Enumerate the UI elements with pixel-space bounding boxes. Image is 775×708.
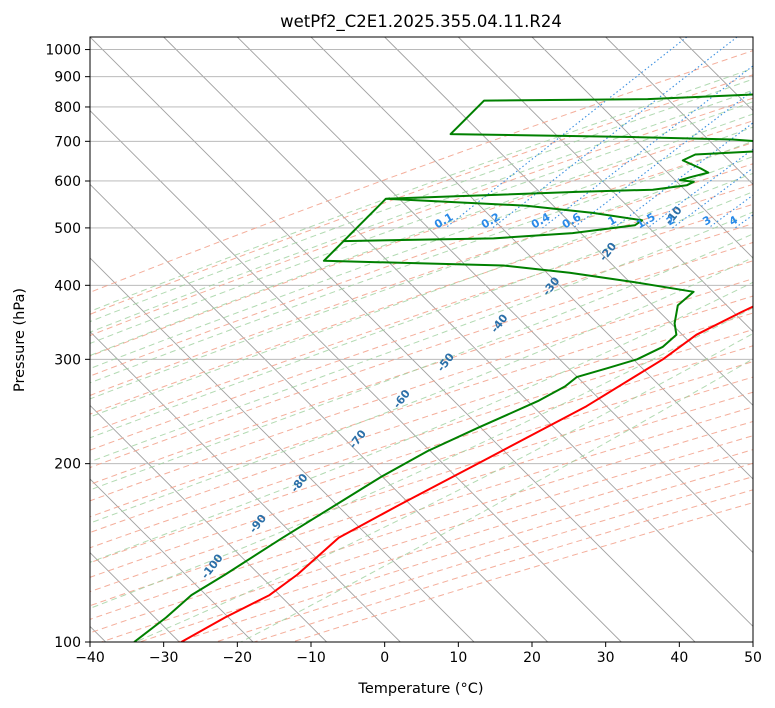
y-tick-label: 700: [54, 134, 81, 150]
moist-adiabat-line: [90, 257, 753, 524]
temperature-profile-line: [180, 305, 753, 642]
isotherm-line: [163, 37, 753, 627]
mixing-ratio-line: [672, 167, 753, 229]
dry-adiabat-line: [90, 223, 753, 451]
x-tick-label: 20: [523, 650, 541, 666]
dry-adiabat-line: [90, 163, 753, 396]
x-tick-label: −20: [223, 650, 253, 666]
isotherm-line: [237, 37, 753, 554]
moist-adiabat-line: [90, 233, 753, 491]
isotherm-line: [90, 37, 696, 642]
dry-adiabat-line: [90, 120, 753, 357]
dry-adiabat-line: [90, 74, 753, 315]
mixing-ratio-line: [542, 65, 753, 229]
x-tick-label: −10: [296, 650, 326, 666]
dry-adiabat-line: [90, 329, 753, 549]
moist-adiabat-line: [90, 211, 753, 463]
dry-adiabat-line: [90, 50, 753, 293]
moist-adiabat-line: [135, 332, 753, 642]
axes: −40 −30 −20 −10 0 10 20 30 40 50 1000 900 800 700 600 5…: [45, 43, 762, 666]
dewpoint-profile-line: [133, 93, 753, 642]
isotherm-line: [458, 37, 753, 333]
plot-frame: [89, 36, 754, 643]
x-tick-label: 50: [744, 650, 762, 666]
moist-adiabat-line: [240, 358, 753, 642]
data-layer: [133, 93, 753, 642]
isotherm-line: [90, 331, 401, 642]
dry-adiabat-line: [90, 391, 753, 607]
y-tick-label: 300: [54, 352, 81, 368]
y-tick-label: 100: [54, 635, 81, 651]
isotherm-line: [310, 37, 753, 480]
mixing-ratio-line: [572, 90, 753, 229]
x-tick-label: 40: [670, 650, 688, 666]
isotherm-line: [384, 37, 753, 406]
moist-adiabat-line: [90, 140, 753, 384]
moist-adiabat-line: [90, 113, 753, 357]
dry-adiabat-line: [90, 183, 753, 415]
dry-adiabat-line: [90, 97, 753, 337]
y-tick-label: 1000: [45, 43, 81, 59]
dry-adiabat-line: [90, 260, 753, 485]
dry-adiabat-line: [90, 312, 753, 534]
moist-adiabat-line: [90, 78, 753, 323]
y-tick-label: 200: [54, 457, 81, 473]
moist-adiabat-line: [90, 89, 753, 333]
x-axis-label: Temperature (°C): [357, 681, 483, 697]
y-tick-label: 500: [54, 221, 81, 237]
x-tick-label: −40: [75, 650, 105, 666]
y-tick-label: 400: [54, 278, 81, 294]
y-axis-label: Pressure (hPa): [12, 288, 28, 392]
dry-adiabat-line: [90, 278, 753, 502]
moist-adiabat-line: [90, 172, 753, 418]
chart-title: wetPf2_C2E1.2025.355.04.11.R24: [280, 12, 562, 32]
x-tick-label: 30: [597, 650, 615, 666]
isotherm-line: [90, 404, 327, 642]
y-tick-label: 600: [54, 174, 81, 190]
grid-layer: [90, 37, 753, 642]
mixing-ratio-line: [492, 37, 738, 229]
moist-adiabat-line: [90, 67, 753, 312]
moist-adiabat-line: [90, 156, 753, 400]
x-tick-label: 10: [449, 650, 467, 666]
y-tick-label: 900: [54, 70, 81, 86]
moist-adiabat-line: [90, 281, 753, 563]
isotherm-line: [90, 257, 475, 642]
x-tick-label: 0: [380, 650, 389, 666]
isotherm-line: [605, 37, 753, 185]
line-labels: 0.1 0.2 0.4 0.6 1 1.5 2 3 4-100-90-80-70-60-50-4…: [199, 204, 741, 582]
isotherm-line: [90, 183, 548, 642]
isotherm-line: [90, 110, 622, 642]
y-tick-label: 800: [54, 100, 81, 116]
x-tick-label: −30: [149, 650, 179, 666]
